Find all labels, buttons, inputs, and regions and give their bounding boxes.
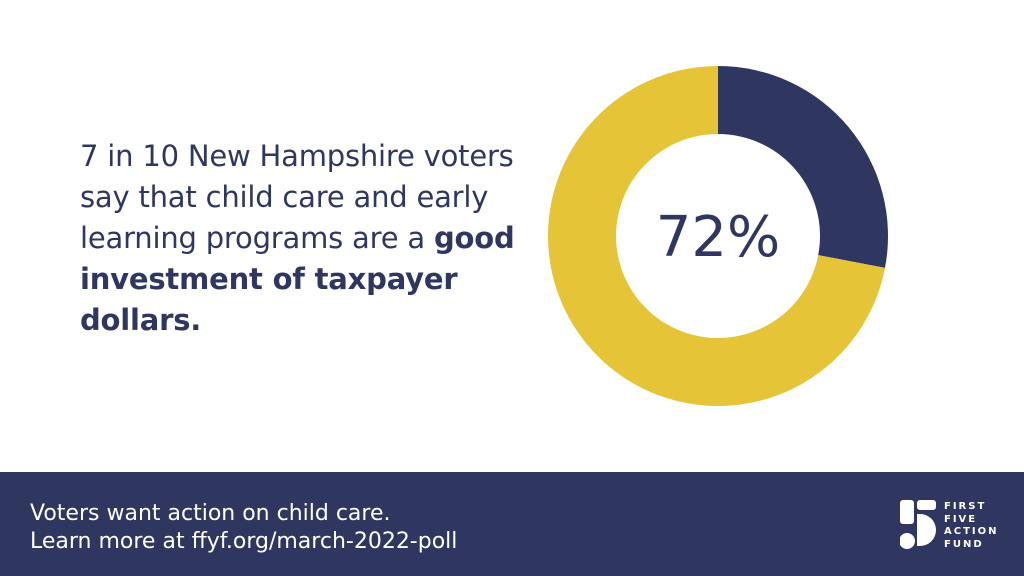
footer-line-1: Voters want action on child care. [30,501,391,526]
headline-text: 7 in 10 New Hampshire voters say that ch… [80,139,514,255]
donut-slices [548,66,888,406]
footer-text: Voters want action on child care. Learn … [30,500,457,556]
footer-line-2: Learn more at ffyf.org/march-2022-poll [30,529,458,554]
donut-slice-0 [548,66,885,406]
first-five-action-fund-logo: FIRST FIVE ACTION FUND [900,500,1000,552]
logo-wordmark: FIRST FIVE ACTION FUND [944,501,999,551]
logo-line-4: FUND [944,538,984,550]
logo-line-2: FIVE [944,513,978,525]
headline: 7 in 10 New Hampshire voters say that ch… [80,136,520,341]
logo-line-1: FIRST [944,501,987,512]
footer-banner: Voters want action on child care. Learn … [0,472,1024,576]
donut-chart-svg: 72% [548,66,888,406]
five-mark-icon [900,500,936,549]
headline-emphasis: good investment of taxpayer dollars. [80,221,515,337]
donut-center-label: 72% [656,205,780,270]
donut-chart: 72% [548,66,888,406]
donut-slice-1 [718,66,888,268]
logo-line-3: ACTION [944,526,999,537]
